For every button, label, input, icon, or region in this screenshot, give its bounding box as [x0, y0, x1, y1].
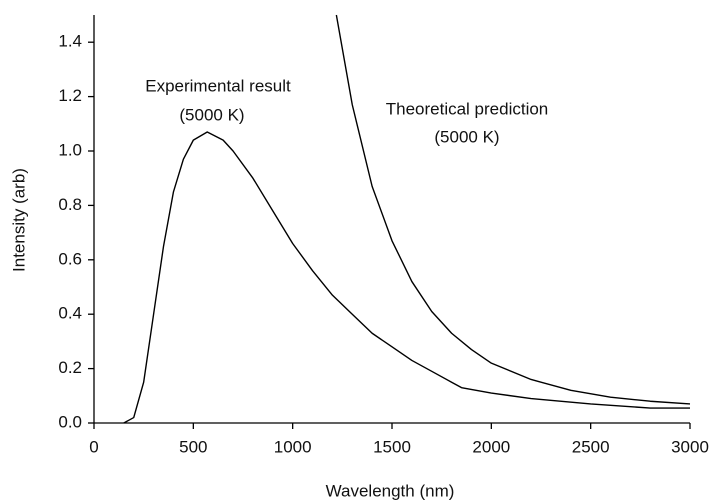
line — [335, 14, 691, 405]
annotation: (5000 K) — [179, 105, 244, 124]
x-axis-label: Wavelength (nm) — [326, 481, 455, 500]
y-tick-label: 0.0 — [58, 412, 82, 431]
y-axis-label: Intensity (arb) — [9, 168, 28, 272]
x-tick-label: 2500 — [572, 437, 610, 456]
y-tick-label: 0.8 — [58, 195, 82, 214]
x-tick-label: 3000 — [671, 437, 709, 456]
y-tick-label: 0.6 — [58, 249, 82, 268]
y-tick-label: 1.0 — [58, 140, 82, 159]
x-tick-label: 2000 — [472, 437, 510, 456]
y-tick-label: 1.4 — [58, 32, 82, 51]
annotation: Experimental result — [145, 76, 291, 95]
annotation: Theoretical prediction — [386, 99, 549, 118]
annotation: (5000 K) — [434, 127, 499, 146]
y-tick-label: 1.2 — [58, 86, 82, 105]
line — [123, 131, 690, 424]
y-tick-label: 0.2 — [58, 358, 82, 377]
x-tick-label: 1000 — [274, 437, 312, 456]
x-tick-label: 0 — [89, 437, 98, 456]
x-tick-label: 1500 — [373, 437, 411, 456]
x-tick-label: 500 — [179, 437, 207, 456]
y-tick-label: 0.4 — [58, 304, 82, 323]
